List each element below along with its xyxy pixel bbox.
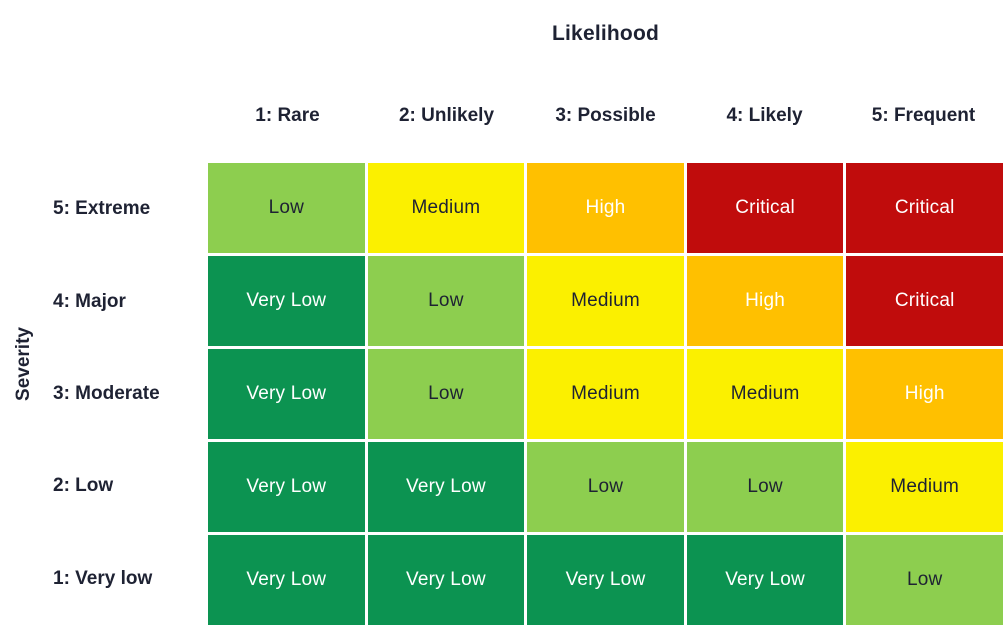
matrix-cell: Medium xyxy=(846,442,1003,532)
row-label: 1: Very low xyxy=(53,567,153,589)
matrix-grid: Low Medium High Critical Critical Very Low Low… xyxy=(208,163,1003,625)
matrix-cell: Very Low xyxy=(208,535,365,625)
matrix-cell: Very Low xyxy=(686,535,844,625)
row-label: 5: Extreme xyxy=(53,198,151,220)
x-axis-title: Likelihood xyxy=(552,22,659,45)
matrix-cell: High xyxy=(846,349,1003,439)
matrix-cell: Low xyxy=(208,163,365,253)
matrix-cell: Low xyxy=(686,442,844,532)
matrix-cell: Low xyxy=(846,535,1003,625)
matrix-cell: Very Low xyxy=(367,442,525,532)
matrix-cell: Critical xyxy=(846,256,1003,346)
row-label: 2: Low xyxy=(53,475,114,497)
column-headers: 1: Rare 2: Unlikely 3: Possible 4: Likely 5:… xyxy=(208,96,1003,136)
y-axis-title: Severity xyxy=(13,327,34,401)
matrix-cell: Very Low xyxy=(208,256,365,346)
matrix-cell: Low xyxy=(527,442,684,532)
row-label: 4: Major xyxy=(53,290,126,312)
column-header: 5: Frequent xyxy=(871,105,976,126)
matrix-cell: High xyxy=(686,256,844,346)
column-header: 4: Likely xyxy=(726,105,803,126)
matrix-cell: Critical xyxy=(846,163,1003,253)
matrix-cell: Medium xyxy=(527,349,684,439)
column-header: 1: Rare xyxy=(255,105,320,126)
matrix-cell: Very Low xyxy=(367,535,525,625)
row-labels: 5: Extreme 4: Major 3: Moderate 2: Low 1: Ve… xyxy=(53,163,203,625)
row-label: 3: Moderate xyxy=(53,382,160,404)
matrix-cell: Low xyxy=(367,256,525,346)
matrix-cell: Low xyxy=(367,349,525,439)
column-header: 3: Possible xyxy=(555,105,656,126)
column-header: 2: Unlikely xyxy=(398,105,495,126)
matrix-cell: Medium xyxy=(367,163,525,253)
matrix-cell: Very Low xyxy=(208,349,365,439)
matrix-cell: Medium xyxy=(527,256,684,346)
matrix-cell: High xyxy=(527,163,684,253)
matrix-cell: Critical xyxy=(686,163,844,253)
matrix-cell: Very Low xyxy=(208,442,365,532)
matrix-cell: Medium xyxy=(686,349,844,439)
matrix-cell: Very Low xyxy=(527,535,684,625)
